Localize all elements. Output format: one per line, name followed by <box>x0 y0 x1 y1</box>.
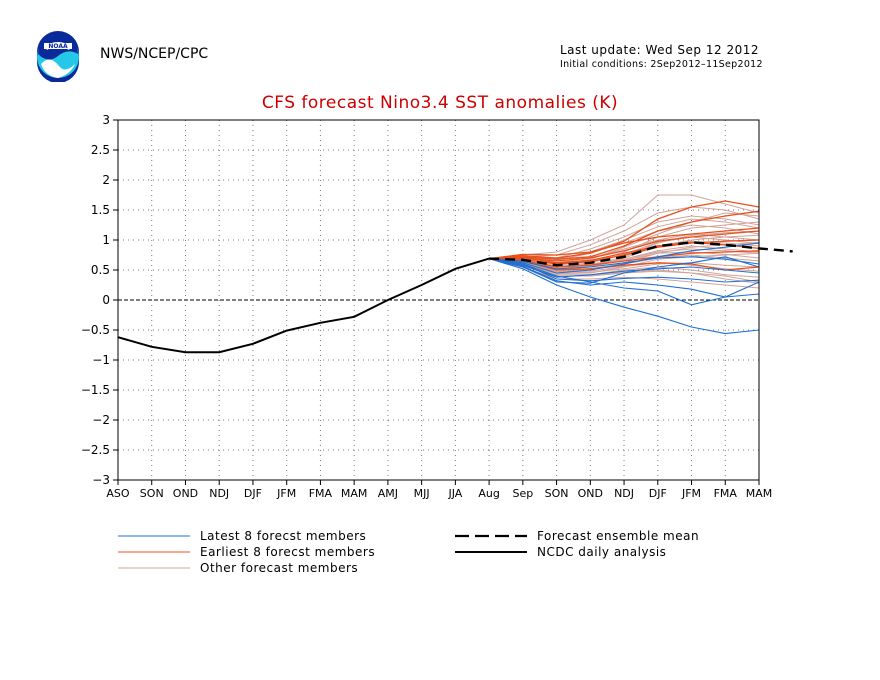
x-tick-label: MAM <box>746 487 773 500</box>
legend-label: Earliest 8 forecst members <box>200 545 375 559</box>
latest-member-line <box>489 256 760 270</box>
x-tick-label: SON <box>545 487 569 500</box>
x-tick-label: JJA <box>447 487 462 500</box>
x-tick-label: ASO <box>106 487 130 500</box>
x-tick-label: MAM <box>341 487 368 500</box>
x-tick-label: DJF <box>649 487 667 500</box>
x-tick-label: OND <box>578 487 603 500</box>
legend: Latest 8 forecst members Earliest 8 forec… <box>118 529 699 575</box>
chart-title: CFS forecast Nino3.4 SST anomalies (K) <box>262 93 618 113</box>
earliest-member-line <box>489 210 760 260</box>
last-update-label: Last update: Wed Sep 12 2012 <box>560 43 759 57</box>
member-lines <box>488 194 760 335</box>
y-tick-label: 1 <box>102 233 110 247</box>
legend-label: Forecast ensemble mean <box>537 529 699 543</box>
latest-member-line <box>488 258 760 298</box>
y-tick-label: −2 <box>92 413 110 427</box>
legend-label: Other forecast members <box>200 561 358 575</box>
legend-label: NCDC daily analysis <box>537 545 666 559</box>
x-tick-label: SON <box>140 487 164 500</box>
earliest-member-line <box>489 250 760 268</box>
y-tick-label: 0.5 <box>91 263 110 277</box>
x-tick-label: AMJ <box>378 487 398 500</box>
analysis-line <box>117 257 490 354</box>
x-tick-label: FMA <box>714 487 738 500</box>
y-tick-label: 3 <box>102 113 110 127</box>
latest-member-line <box>489 258 760 283</box>
x-tick-label: OND <box>173 487 198 500</box>
latest-member-line <box>489 258 760 306</box>
y-tick-label: 1.5 <box>91 203 110 217</box>
x-tick-label: DJF <box>244 487 262 500</box>
y-tick-label: −1 <box>92 353 110 367</box>
y-tick-label: −1.5 <box>81 383 110 397</box>
analysis-lines <box>117 241 793 354</box>
y-tick-label: −2.5 <box>81 443 110 457</box>
latest-member-line <box>488 258 760 335</box>
y-tick-label: 2.5 <box>91 143 110 157</box>
legend-label: Latest 8 forecst members <box>200 529 366 543</box>
x-tick-label: JFM <box>681 487 701 500</box>
y-tick-label: −3 <box>92 473 110 487</box>
initial-conditions-label: Initial conditions: 2Sep2012–11Sep2012 <box>560 59 763 70</box>
ensemble-mean-line <box>489 241 793 267</box>
noaa-logo-icon: NOAA <box>35 30 81 86</box>
latest-member-line <box>489 242 760 274</box>
x-tick-label: MJJ <box>414 487 430 500</box>
earliest-member-line <box>489 200 760 260</box>
grid-layer <box>118 120 759 480</box>
x-tick-label: FMA <box>309 487 333 500</box>
earliest-member-line <box>489 227 760 260</box>
other-member-line <box>489 252 760 275</box>
svg-text:NOAA: NOAA <box>48 43 68 50</box>
y-tick-label: 0 <box>102 293 110 307</box>
x-tick-label: NDJ <box>209 487 229 500</box>
agency-label: NWS/NCEP/CPC <box>100 46 209 62</box>
y-tick-label: 2 <box>102 173 110 187</box>
y-tick-label: −0.5 <box>81 323 110 337</box>
x-tick-label: NDJ <box>614 487 634 500</box>
earliest-member-line <box>489 239 760 265</box>
x-tick-label: Aug <box>478 487 499 500</box>
x-tick-label: Sep <box>512 487 533 500</box>
x-tick-label: JFM <box>276 487 296 500</box>
